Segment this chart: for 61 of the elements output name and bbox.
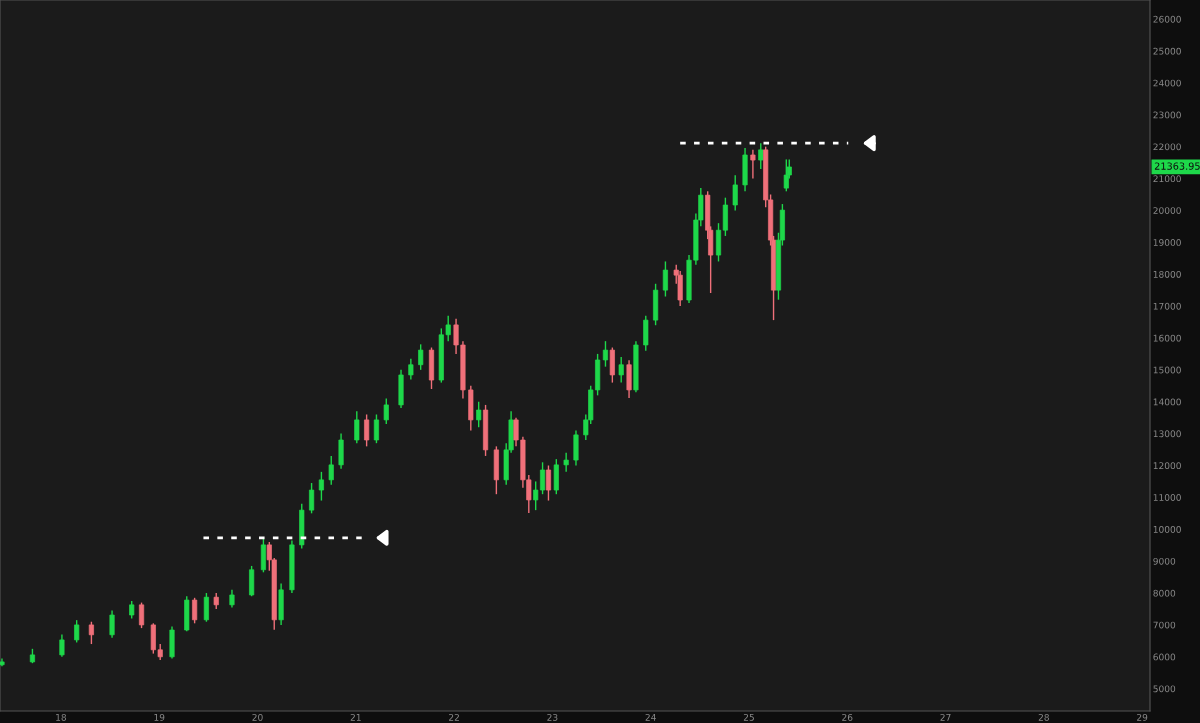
- y-tick-label: 23000: [1153, 111, 1181, 119]
- y-tick-label: 21000: [1153, 175, 1181, 183]
- candlestick: [476, 401, 482, 428]
- candlestick: [138, 601, 145, 629]
- candlestick: [750, 149, 756, 180]
- candlestick: [408, 357, 414, 381]
- y-tick-label: 12000: [1153, 462, 1181, 470]
- candlestick: [59, 633, 65, 658]
- y-tick-label: 11000: [1153, 494, 1181, 501]
- candlestick: [383, 397, 389, 425]
- x-tick-label: 25: [743, 713, 754, 721]
- candlestick: [88, 621, 94, 645]
- candlestick: [618, 356, 624, 384]
- x-tick-label: 23: [547, 713, 558, 721]
- x-tick-label: 20: [252, 713, 263, 721]
- candlestick: [662, 260, 668, 298]
- candlestick: [109, 609, 115, 639]
- y-tick-label: 5000: [1153, 685, 1176, 693]
- y-tick-label: 15000: [1153, 366, 1181, 374]
- text: 21363.95: [1154, 162, 1200, 170]
- y-tick-label: 22000: [1153, 143, 1181, 151]
- candlestick: [309, 482, 315, 515]
- x-tick-label: 26: [842, 713, 853, 721]
- y-tick-label: 13000: [1153, 430, 1181, 438]
- y-tick-label: 16000: [1153, 334, 1181, 342]
- x-tick-label: 22: [449, 713, 459, 721]
- y-tick-label: 18000: [1153, 270, 1181, 278]
- candlestick: [545, 464, 552, 502]
- candlestick: [373, 413, 380, 444]
- x-tick-label: 29: [1137, 713, 1148, 721]
- candlestick: [318, 471, 324, 502]
- y-tick-label: 14000: [1153, 398, 1181, 406]
- candlestick: [364, 413, 370, 448]
- y-tick-label: 10000: [1153, 525, 1181, 533]
- candlestick: [328, 455, 334, 486]
- y-tick-label: 7000: [1153, 621, 1176, 629]
- x-tick-label: 27: [940, 713, 951, 721]
- y-tick-label: 25000: [1153, 47, 1181, 55]
- candlestick: [732, 174, 738, 212]
- x-tick-label: 21: [350, 713, 361, 721]
- y-tick-label: 20000: [1153, 207, 1181, 214]
- candlestick: [602, 340, 609, 368]
- candlestick: [563, 452, 569, 473]
- candlestick: [192, 597, 198, 625]
- y-tick-label: 6000: [1153, 653, 1176, 661]
- x-tick-label: 24: [645, 713, 656, 721]
- candlestick: [203, 592, 209, 623]
- y-tick-label: 9000: [1153, 557, 1176, 565]
- y-tick-label: 17000: [1153, 302, 1181, 310]
- candlestick: [354, 410, 360, 444]
- candlestick: [783, 158, 789, 192]
- y-tick-label: 19000: [1153, 239, 1181, 246]
- y-tick-label: 26000: [1153, 15, 1181, 23]
- y-tick-label: 24000: [1153, 79, 1181, 87]
- candlestick: [758, 142, 764, 170]
- candlestick: [74, 619, 80, 644]
- x-tick-label: 28: [1038, 713, 1049, 721]
- x-tick-label: 18: [56, 713, 67, 721]
- candlestick: [418, 343, 424, 371]
- x-tick-label: 19: [154, 713, 165, 721]
- y-tick-label: 8000: [1153, 589, 1176, 597]
